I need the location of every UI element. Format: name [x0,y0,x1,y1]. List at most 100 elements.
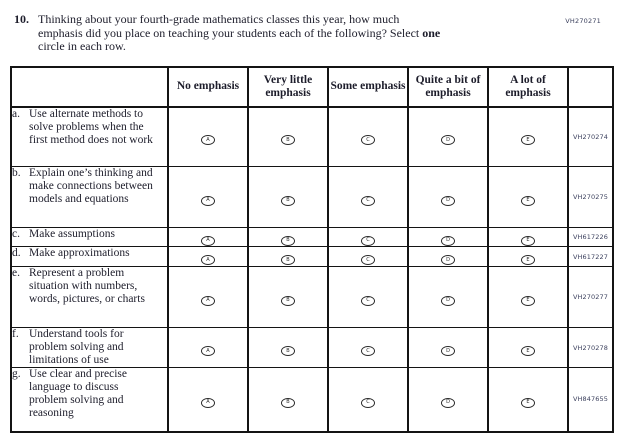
response-oval[interactable]: E [521,195,535,206]
option-cell: B [247,327,329,368]
response-oval[interactable]: C [361,255,375,265]
response-oval[interactable]: D [441,195,455,206]
option-cell: B [247,106,329,167]
response-oval[interactable]: B [281,235,295,246]
option-cell: B [247,166,329,228]
option-cell: C [327,166,409,228]
row-label-cell: b. Explain one’s thinking and make connec… [10,166,169,228]
option-cell: A [167,327,249,368]
bold-word: one [422,25,441,40]
row-label-cell: c. Make assumptions [10,227,169,247]
column-header-very-little-emphasis: Very little emphasis [247,66,329,108]
column-header-a-lot-of-emphasis: A lot of emphasis [487,66,569,108]
response-oval[interactable]: B [281,255,295,265]
row-label: Understand tools for problem solving and… [29,328,124,366]
row-letter: g. [12,368,21,380]
response-oval[interactable]: A [201,235,215,246]
response-oval[interactable]: E [521,295,535,306]
option-cell: B [247,367,329,432]
question-line-2: emphasis did you place on teaching your … [38,25,441,40]
row-code: VH270274 [567,106,614,167]
row-code: VH617227 [567,246,614,267]
row-code: VH270275 [567,166,614,228]
response-oval[interactable]: B [281,135,295,146]
row-letter: a. [12,107,20,120]
response-oval[interactable]: E [521,397,535,408]
form-code: VH270271 [565,17,601,25]
corner-cell [10,66,169,108]
option-cell: E [487,106,569,167]
response-oval[interactable]: D [441,235,455,246]
table-row: f. Understand tools for problem solving a… [10,327,614,368]
response-oval[interactable]: C [361,397,375,408]
response-oval[interactable]: B [281,195,295,206]
response-oval[interactable]: E [521,255,535,265]
option-cell: A [167,166,249,228]
response-oval[interactable]: A [201,346,215,356]
column-header-some-emphasis: Some emphasis [327,66,409,108]
option-cell: C [327,106,409,167]
emphasis-grid-body: a. Use alternate methods to solve problem… [10,106,614,432]
row-label-cell: d. Make approximations [10,246,169,267]
row-code: VH270278 [567,327,614,368]
table-row: g. Use clear and precise language to disc… [10,367,614,432]
row-letter: d. [12,247,21,259]
response-oval[interactable]: E [521,346,535,356]
option-cell: B [247,246,329,267]
response-oval[interactable]: B [281,346,295,356]
response-oval[interactable]: A [201,255,215,265]
option-cell: C [327,327,409,368]
row-letter: e. [12,267,20,279]
header-row: No emphasis Very little emphasis Some em… [10,66,614,108]
option-cell: A [167,266,249,328]
row-code: VH617226 [567,227,614,247]
option-cell: C [327,367,409,432]
option-cell: A [167,227,249,247]
option-cell: A [167,246,249,267]
option-cell: E [487,367,569,432]
table-row: d. Make approximations A B C D E VH617227 [10,246,614,267]
response-oval[interactable]: D [441,397,455,408]
code-column-header [567,66,614,108]
response-oval[interactable]: D [441,295,455,306]
option-cell: D [407,227,489,247]
column-header-no-emphasis: No emphasis [167,66,249,108]
table-row: a. Use alternate methods to solve problem… [10,106,614,167]
response-oval[interactable]: C [361,195,375,206]
row-label: Use alternate methods to solve problems … [29,107,153,146]
response-oval[interactable]: A [201,397,215,408]
response-oval[interactable]: C [361,135,375,146]
row-label-cell: e. Represent a problem situation with num… [10,266,169,328]
option-cell: E [487,166,569,228]
row-label: Make assumptions [29,228,115,240]
option-cell: C [327,227,409,247]
table-row: b. Explain one’s thinking and make connec… [10,166,614,228]
response-oval[interactable]: C [361,346,375,356]
response-oval[interactable]: A [201,195,215,206]
option-cell: E [487,246,569,267]
response-oval[interactable]: D [441,255,455,265]
option-cell: E [487,327,569,368]
option-cell: D [407,166,489,228]
response-oval[interactable]: D [441,346,455,356]
question-line-1: Thinking about your fourth-grade mathema… [38,12,400,26]
response-oval[interactable]: C [361,295,375,306]
response-oval[interactable]: A [201,135,215,146]
question-text: Thinking about your fourth-grade mathema… [38,12,543,54]
row-label: Make approximations [29,247,130,259]
row-label-cell: f. Understand tools for problem solving a… [10,327,169,368]
option-cell: C [327,266,409,328]
response-oval[interactable]: E [521,235,535,246]
option-cell: A [167,106,249,167]
response-oval[interactable]: C [361,235,375,246]
response-oval[interactable]: B [281,295,295,306]
option-cell: D [407,246,489,267]
question-line-3: circle in each row. [38,39,126,53]
row-letter: b. [12,167,21,179]
option-cell: B [247,266,329,328]
response-oval[interactable]: A [201,295,215,306]
response-oval[interactable]: D [441,135,455,146]
response-oval[interactable]: E [521,135,535,146]
response-oval[interactable]: B [281,397,295,408]
column-header-quite-a-bit-of-emphasis: Quite a bit of emphasis [407,66,489,108]
